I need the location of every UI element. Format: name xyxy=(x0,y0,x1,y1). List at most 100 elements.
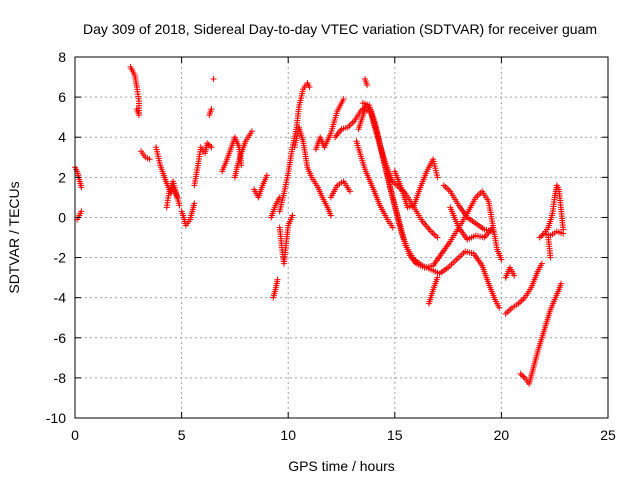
chart-title: Day 309 of 2018, Sidereal Day-to-day VTE… xyxy=(83,21,597,37)
data-point xyxy=(518,297,525,304)
y-tick-label: -6 xyxy=(54,330,67,346)
data-point xyxy=(347,188,354,195)
data-point xyxy=(191,200,198,207)
data-point xyxy=(263,172,270,179)
grid xyxy=(75,57,608,418)
data-point xyxy=(208,144,215,151)
data-point xyxy=(536,234,543,241)
data-track xyxy=(178,200,198,229)
y-axis: -10 -8 -6 -4 -2 0 2 4 6 8 xyxy=(46,49,608,426)
data-point xyxy=(517,299,524,306)
x-tick-label: 25 xyxy=(600,427,616,443)
data-point xyxy=(519,372,526,379)
data-point xyxy=(445,186,452,193)
data-point xyxy=(538,233,545,240)
data-point xyxy=(434,234,441,241)
y-tick-label: -2 xyxy=(54,250,67,266)
data-point xyxy=(505,307,512,314)
data-track xyxy=(276,80,313,215)
data-point xyxy=(176,202,183,209)
data-point xyxy=(78,208,85,215)
data-point xyxy=(434,174,441,181)
data-track xyxy=(541,228,567,239)
y-tick-label: -10 xyxy=(46,410,66,426)
data-track xyxy=(517,280,565,387)
data-point xyxy=(248,128,255,135)
data-point xyxy=(205,141,212,148)
data-track xyxy=(251,172,270,201)
data-track xyxy=(206,106,215,119)
data-point xyxy=(558,280,565,287)
data-points xyxy=(72,64,567,387)
data-point xyxy=(364,82,371,89)
data-track xyxy=(268,194,283,221)
data-track xyxy=(210,76,217,83)
data-track xyxy=(138,148,153,163)
data-track xyxy=(447,204,496,243)
data-point xyxy=(440,182,447,189)
data-point xyxy=(489,224,496,231)
data-track xyxy=(127,64,142,119)
data-point xyxy=(208,106,215,113)
x-tick-label: 0 xyxy=(71,427,79,443)
y-tick-label: 2 xyxy=(58,169,66,185)
data-point xyxy=(306,84,313,91)
data-point xyxy=(507,306,514,313)
data-point xyxy=(276,194,283,201)
data-track xyxy=(425,274,441,307)
x-axis: 0 5 10 15 20 25 xyxy=(71,57,616,443)
data-point xyxy=(289,212,296,219)
data-track xyxy=(270,276,281,301)
data-point xyxy=(498,256,505,263)
data-point xyxy=(502,310,509,317)
data-track xyxy=(291,124,334,219)
data-point xyxy=(434,274,441,281)
data-point xyxy=(517,370,524,377)
data-point xyxy=(340,96,347,103)
data-point xyxy=(146,156,153,163)
data-point xyxy=(389,224,396,231)
data-point xyxy=(432,232,439,239)
data-track xyxy=(332,102,503,311)
data-point xyxy=(431,231,438,238)
data-track xyxy=(163,178,183,211)
data-track xyxy=(502,260,545,317)
data-track xyxy=(361,76,371,89)
y-tick-label: -8 xyxy=(54,370,67,386)
data-point xyxy=(210,76,217,83)
data-track xyxy=(327,178,354,201)
data-track xyxy=(74,208,85,223)
data-point xyxy=(133,106,140,113)
data-point xyxy=(476,191,483,198)
data-track xyxy=(276,212,296,267)
data-track xyxy=(353,138,396,231)
data-point xyxy=(547,254,554,261)
data-point xyxy=(560,230,567,237)
data-point xyxy=(429,229,436,236)
data-point xyxy=(444,185,451,192)
data-track xyxy=(312,96,347,153)
data-point xyxy=(442,183,449,190)
x-tick-label: 5 xyxy=(178,427,186,443)
y-tick-label: -4 xyxy=(54,290,67,306)
data-point xyxy=(349,119,356,126)
data-point xyxy=(504,309,511,316)
y-tick-label: 8 xyxy=(58,49,66,65)
data-point xyxy=(348,121,355,128)
data-track xyxy=(231,128,255,181)
x-tick-label: 10 xyxy=(280,427,296,443)
data-track xyxy=(191,140,215,189)
y-axis-label: SDTVAR / TECUs xyxy=(6,181,22,293)
data-point xyxy=(204,140,211,147)
data-track xyxy=(391,156,441,211)
data-track xyxy=(545,234,554,261)
data-point xyxy=(327,212,334,219)
x-tick-label: 15 xyxy=(387,427,403,443)
data-point xyxy=(520,296,527,303)
data-point xyxy=(539,231,546,238)
x-axis-label: GPS time / hours xyxy=(288,458,395,474)
data-point xyxy=(511,272,518,279)
data-point xyxy=(207,142,214,149)
